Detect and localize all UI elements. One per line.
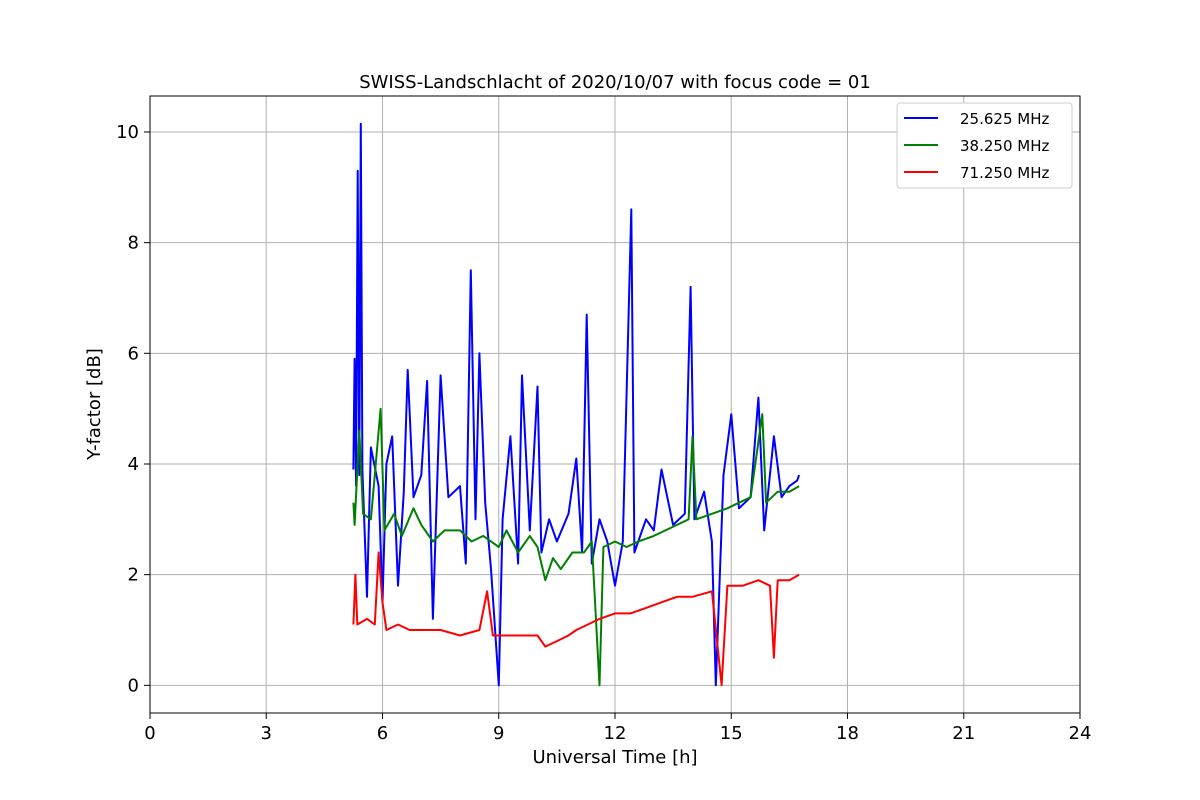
y-tick-label-0: 0 bbox=[128, 675, 139, 696]
series-line-0 bbox=[352, 122, 801, 687]
x-tick-label-8: 24 bbox=[1069, 723, 1092, 744]
series-line-1 bbox=[352, 407, 800, 687]
y-tick-label-4: 8 bbox=[128, 233, 139, 254]
x-tick-label-6: 18 bbox=[836, 723, 859, 744]
series-line-2 bbox=[352, 551, 800, 687]
x-tick-label-0: 0 bbox=[144, 723, 155, 744]
x-tick-label-3: 9 bbox=[493, 723, 504, 744]
legend-label-0: 25.625 MHz bbox=[960, 110, 1049, 128]
x-tick-label-4: 12 bbox=[604, 723, 627, 744]
x-tick-label-1: 3 bbox=[261, 723, 272, 744]
legend-label-2: 71.250 MHz bbox=[960, 164, 1049, 182]
x-tick-label-5: 15 bbox=[720, 723, 743, 744]
x-axis-label: Universal Time [h] bbox=[532, 747, 697, 768]
series-layer bbox=[352, 122, 801, 687]
legend-label-1: 38.250 MHz bbox=[960, 137, 1049, 155]
legend: 25.625 MHz 38.250 MHz 71.250 MHz bbox=[896, 102, 1073, 189]
chart-title: SWISS-Landschlacht of 2020/10/07 with fo… bbox=[359, 72, 871, 93]
legend-box bbox=[896, 102, 1073, 189]
y-tick-label-5: 10 bbox=[116, 122, 139, 143]
x-tick-label-2: 6 bbox=[377, 723, 388, 744]
y-tick-label-2: 4 bbox=[128, 454, 139, 475]
y-tick-label-1: 2 bbox=[128, 565, 139, 586]
y-axis-label: Y-factor [dB] bbox=[84, 348, 105, 461]
x-tick-label-7: 21 bbox=[952, 723, 975, 744]
y-tick-label-3: 6 bbox=[128, 343, 139, 364]
